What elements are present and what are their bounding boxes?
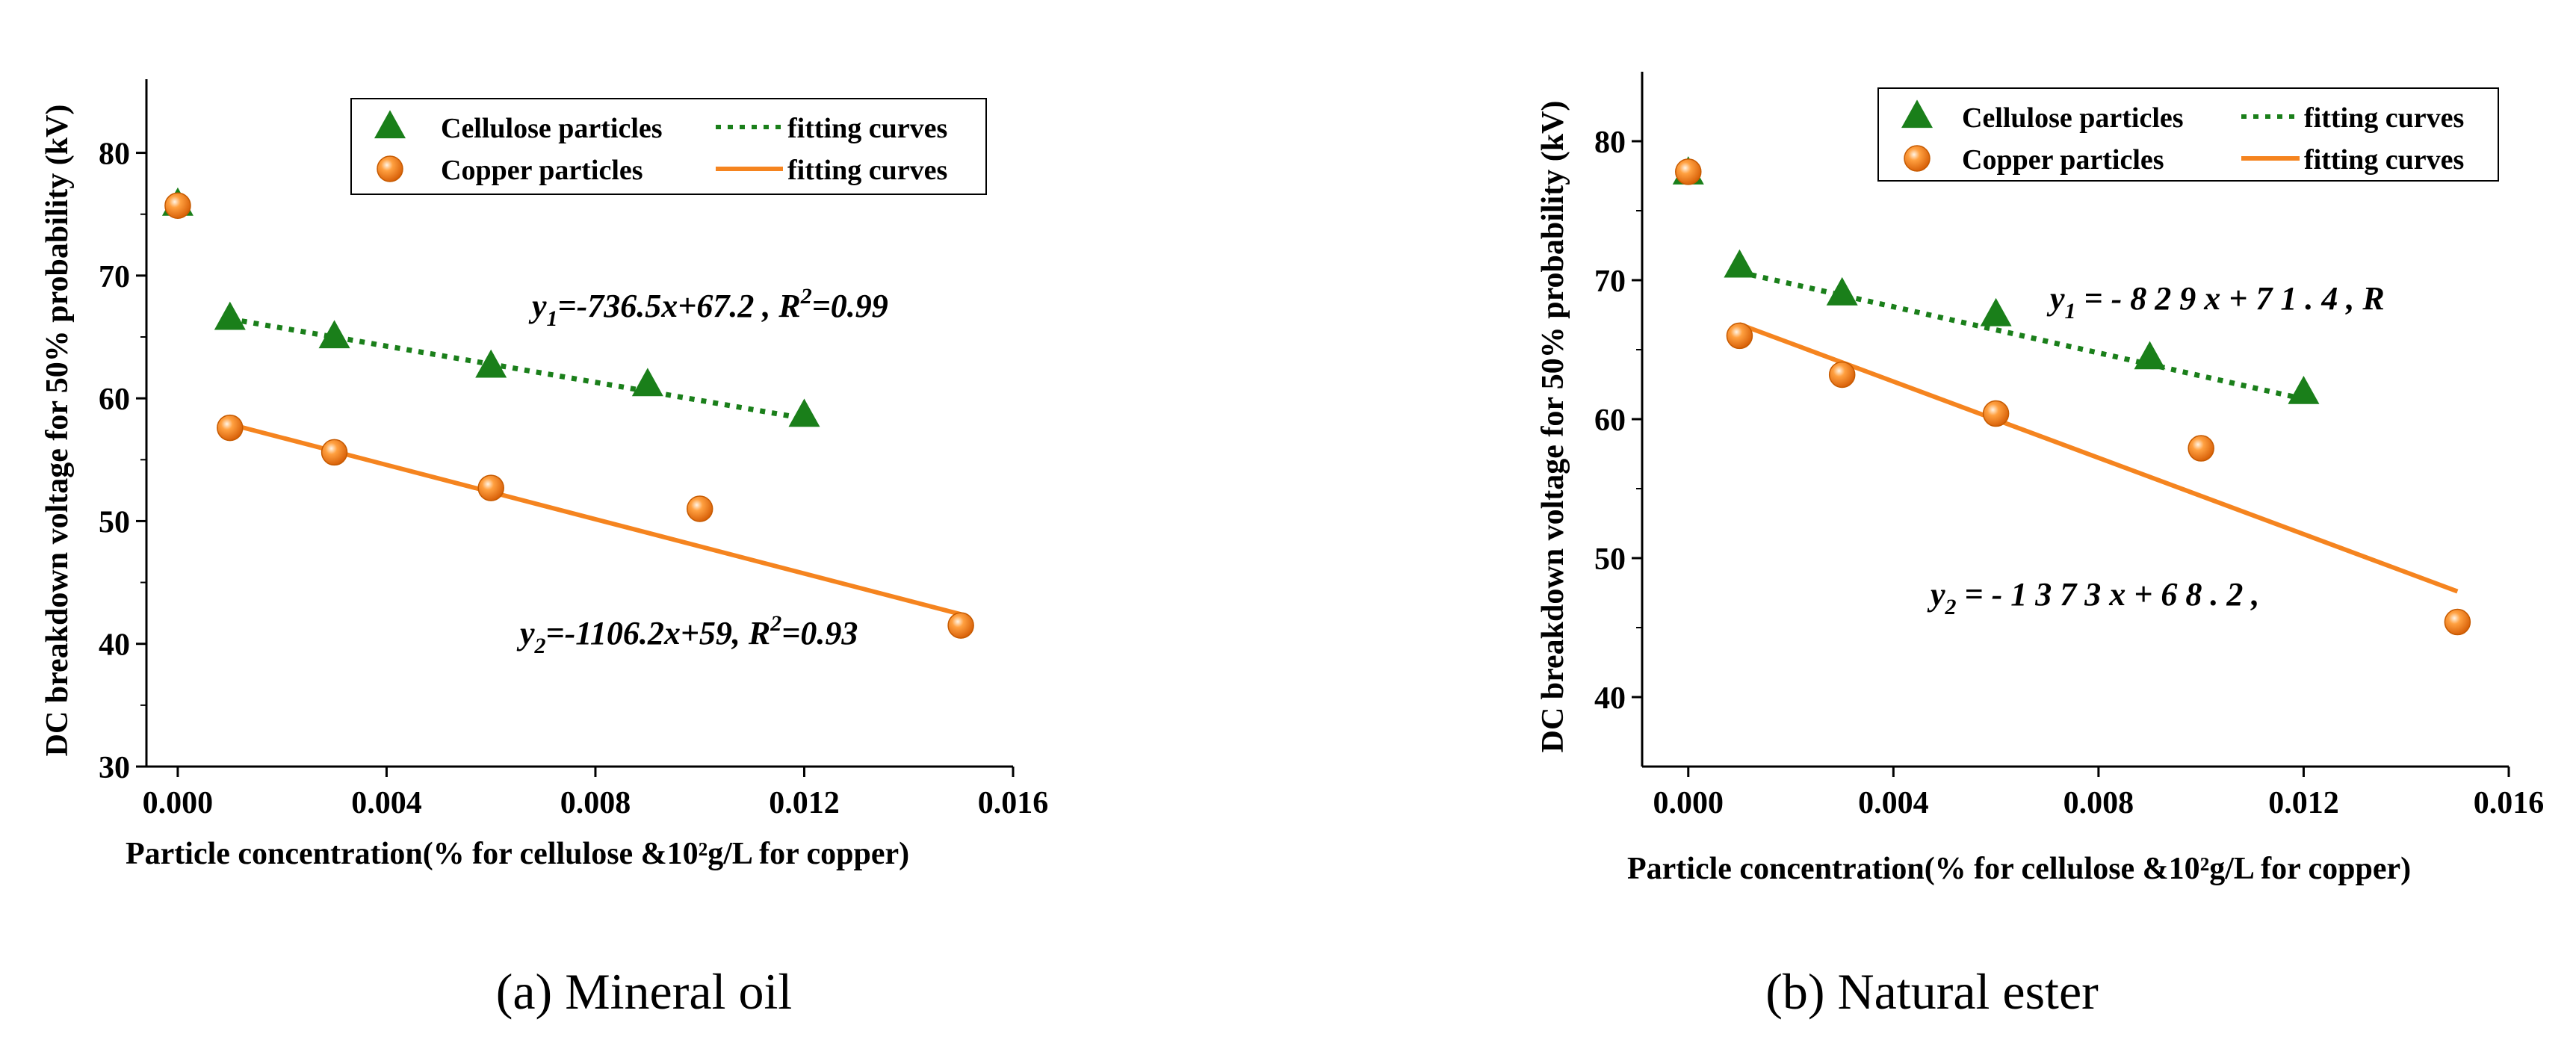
data-point-copper bbox=[1828, 361, 1856, 389]
equation-rest: =-1106.2x+59, R bbox=[546, 615, 771, 652]
equation-copper: y2=-1106.2x+59, R2=0.93 bbox=[516, 611, 858, 658]
legend-fit-label: fitting curves bbox=[2304, 144, 2464, 176]
legend-label: Copper particles bbox=[441, 155, 643, 186]
legend-label: Cellulose particles bbox=[441, 113, 663, 144]
equation-sup: 2 bbox=[800, 284, 812, 309]
equation-rest: = - 8 2 9 x + 7 1 . 4 , R bbox=[2076, 280, 2385, 317]
caption-natural-ester: (b) Natural ester bbox=[1765, 963, 2099, 1020]
x-tick-label: 0.016 bbox=[2474, 786, 2545, 820]
data-point-copper bbox=[1675, 158, 1702, 185]
equation-var: y bbox=[528, 288, 547, 324]
y-tick-label: 30 bbox=[99, 751, 130, 785]
x-axis-label: Particle concentration(% for cellulose &… bbox=[1627, 852, 2411, 886]
legend-label: Cellulose particles bbox=[1962, 102, 2184, 134]
legend-box bbox=[350, 98, 987, 195]
data-point-cellulose bbox=[788, 398, 820, 427]
data-point-cellulose bbox=[2134, 341, 2166, 370]
data-point-copper bbox=[686, 495, 713, 522]
data-point-cellulose bbox=[631, 368, 663, 397]
legend-marker-copper bbox=[377, 155, 403, 182]
equation-sub: 2 bbox=[1945, 595, 1957, 619]
y-tick-label: 80 bbox=[99, 137, 130, 172]
legend-fit-label: fitting curves bbox=[2304, 102, 2464, 134]
x-tick-label: 0.012 bbox=[2268, 786, 2339, 820]
data-point-cellulose bbox=[2288, 375, 2320, 404]
x-axis-label: Particle concentration(% for cellulose &… bbox=[126, 837, 909, 871]
x-tick-label: 0.008 bbox=[2063, 786, 2134, 820]
x-tick-label: 0.008 bbox=[560, 786, 631, 820]
data-point-cellulose bbox=[1980, 297, 2012, 327]
legend-label: Copper particles bbox=[1962, 144, 2164, 176]
chart-panel-natural-ester: 0.000 0.004 0.008 0.012 0.016 40 50 60 70 80 Parti… bbox=[1288, 0, 2576, 1046]
data-point-copper bbox=[321, 439, 348, 466]
equation-copper: y2 = - 1 3 7 3 x + 6 8 . 2 , bbox=[1927, 576, 2259, 619]
legend-marker-cellulose bbox=[1901, 99, 1933, 129]
equation-rest: =-736.5x+67.2 , R bbox=[558, 288, 801, 324]
equation-var: y bbox=[2046, 280, 2065, 317]
y-tick-label: 70 bbox=[1594, 264, 1626, 299]
legend-fit-label: fitting curves bbox=[787, 113, 947, 144]
data-point-copper bbox=[164, 192, 191, 219]
data-point-cellulose bbox=[214, 301, 246, 330]
data-point-copper bbox=[1982, 400, 2010, 427]
y-tick-label: 70 bbox=[99, 260, 130, 294]
x-tick-label: 0.012 bbox=[769, 786, 840, 820]
equation-var: y bbox=[516, 615, 535, 652]
legend-box bbox=[1877, 87, 2499, 182]
data-point-copper bbox=[217, 414, 244, 442]
y-tick-label: 80 bbox=[1594, 126, 1626, 160]
equation-sub: 2 bbox=[534, 634, 546, 658]
x-tick-label: 0.000 bbox=[143, 786, 214, 820]
equation-tail: =0.99 bbox=[812, 288, 888, 324]
y-tick-label: 60 bbox=[99, 383, 130, 417]
equation-sup: 2 bbox=[770, 611, 781, 636]
data-point-copper bbox=[2444, 608, 2471, 636]
fit-line-copper bbox=[1739, 322, 2459, 594]
equation-rest: = - 1 3 7 3 x + 6 8 . 2 , bbox=[1957, 576, 2260, 613]
chart-natural-ester: 0.000 0.004 0.008 0.012 0.016 40 50 60 70 80 Parti… bbox=[1536, 72, 2545, 886]
equation-cellulose: y1 = - 8 2 9 x + 7 1 . 4 , R bbox=[2046, 280, 2385, 324]
y-axis-label: DC breakdown voltage for 50% probability… bbox=[1536, 101, 1570, 753]
legend-marker-cellulose bbox=[374, 110, 406, 139]
x-tick-label: 0.004 bbox=[1858, 786, 1929, 820]
equation-cellulose: y1=-736.5x+67.2 , R2=0.99 bbox=[528, 284, 888, 331]
legend-marker-copper bbox=[1904, 145, 1931, 172]
fit-line-cellulose bbox=[229, 316, 805, 421]
data-point-cellulose bbox=[318, 320, 350, 349]
fit-line-copper bbox=[229, 421, 962, 617]
legend-fit-label: fitting curves bbox=[787, 155, 947, 186]
legend: Cellulose particles fitting curves Copper … bbox=[350, 98, 987, 195]
chart-mineral-oil: 0.000 0.004 0.008 0.012 0.016 30 40 50 60 70 80 Par… bbox=[40, 79, 1049, 871]
data-point-cellulose bbox=[1826, 276, 1858, 306]
data-point-copper bbox=[2188, 435, 2214, 462]
x-tick-label: 0.004 bbox=[351, 786, 422, 820]
data-point-copper bbox=[477, 474, 504, 501]
y-tick-label: 40 bbox=[99, 628, 130, 663]
data-point-copper bbox=[947, 612, 974, 639]
y-tick-label: 40 bbox=[1594, 681, 1626, 716]
data-point-cellulose bbox=[475, 349, 507, 378]
y-tick-label: 60 bbox=[1594, 403, 1626, 438]
y-axis-label: DC breakdown voltage for 50% probability… bbox=[40, 105, 75, 757]
caption-mineral-oil: (a) Mineral oil bbox=[495, 963, 793, 1020]
equation-var: y bbox=[1927, 576, 1945, 613]
x-tick-label: 0.000 bbox=[1653, 786, 1724, 820]
legend: Cellulose particles fitting curves Copper … bbox=[1877, 87, 2499, 182]
chart-panel-mineral-oil: 0.000 0.004 0.008 0.012 0.016 30 40 50 60 70 80 Par… bbox=[40, 79, 1049, 1020]
equation-tail: =0.93 bbox=[781, 615, 858, 652]
data-point-cellulose bbox=[1724, 249, 1756, 278]
y-tick-label: 50 bbox=[1594, 542, 1626, 577]
x-tick-label: 0.016 bbox=[978, 786, 1049, 820]
equation-sub: 1 bbox=[547, 306, 558, 331]
data-point-copper bbox=[1726, 322, 1753, 350]
y-tick-label: 50 bbox=[99, 505, 130, 539]
equation-sub: 1 bbox=[2065, 299, 2076, 324]
